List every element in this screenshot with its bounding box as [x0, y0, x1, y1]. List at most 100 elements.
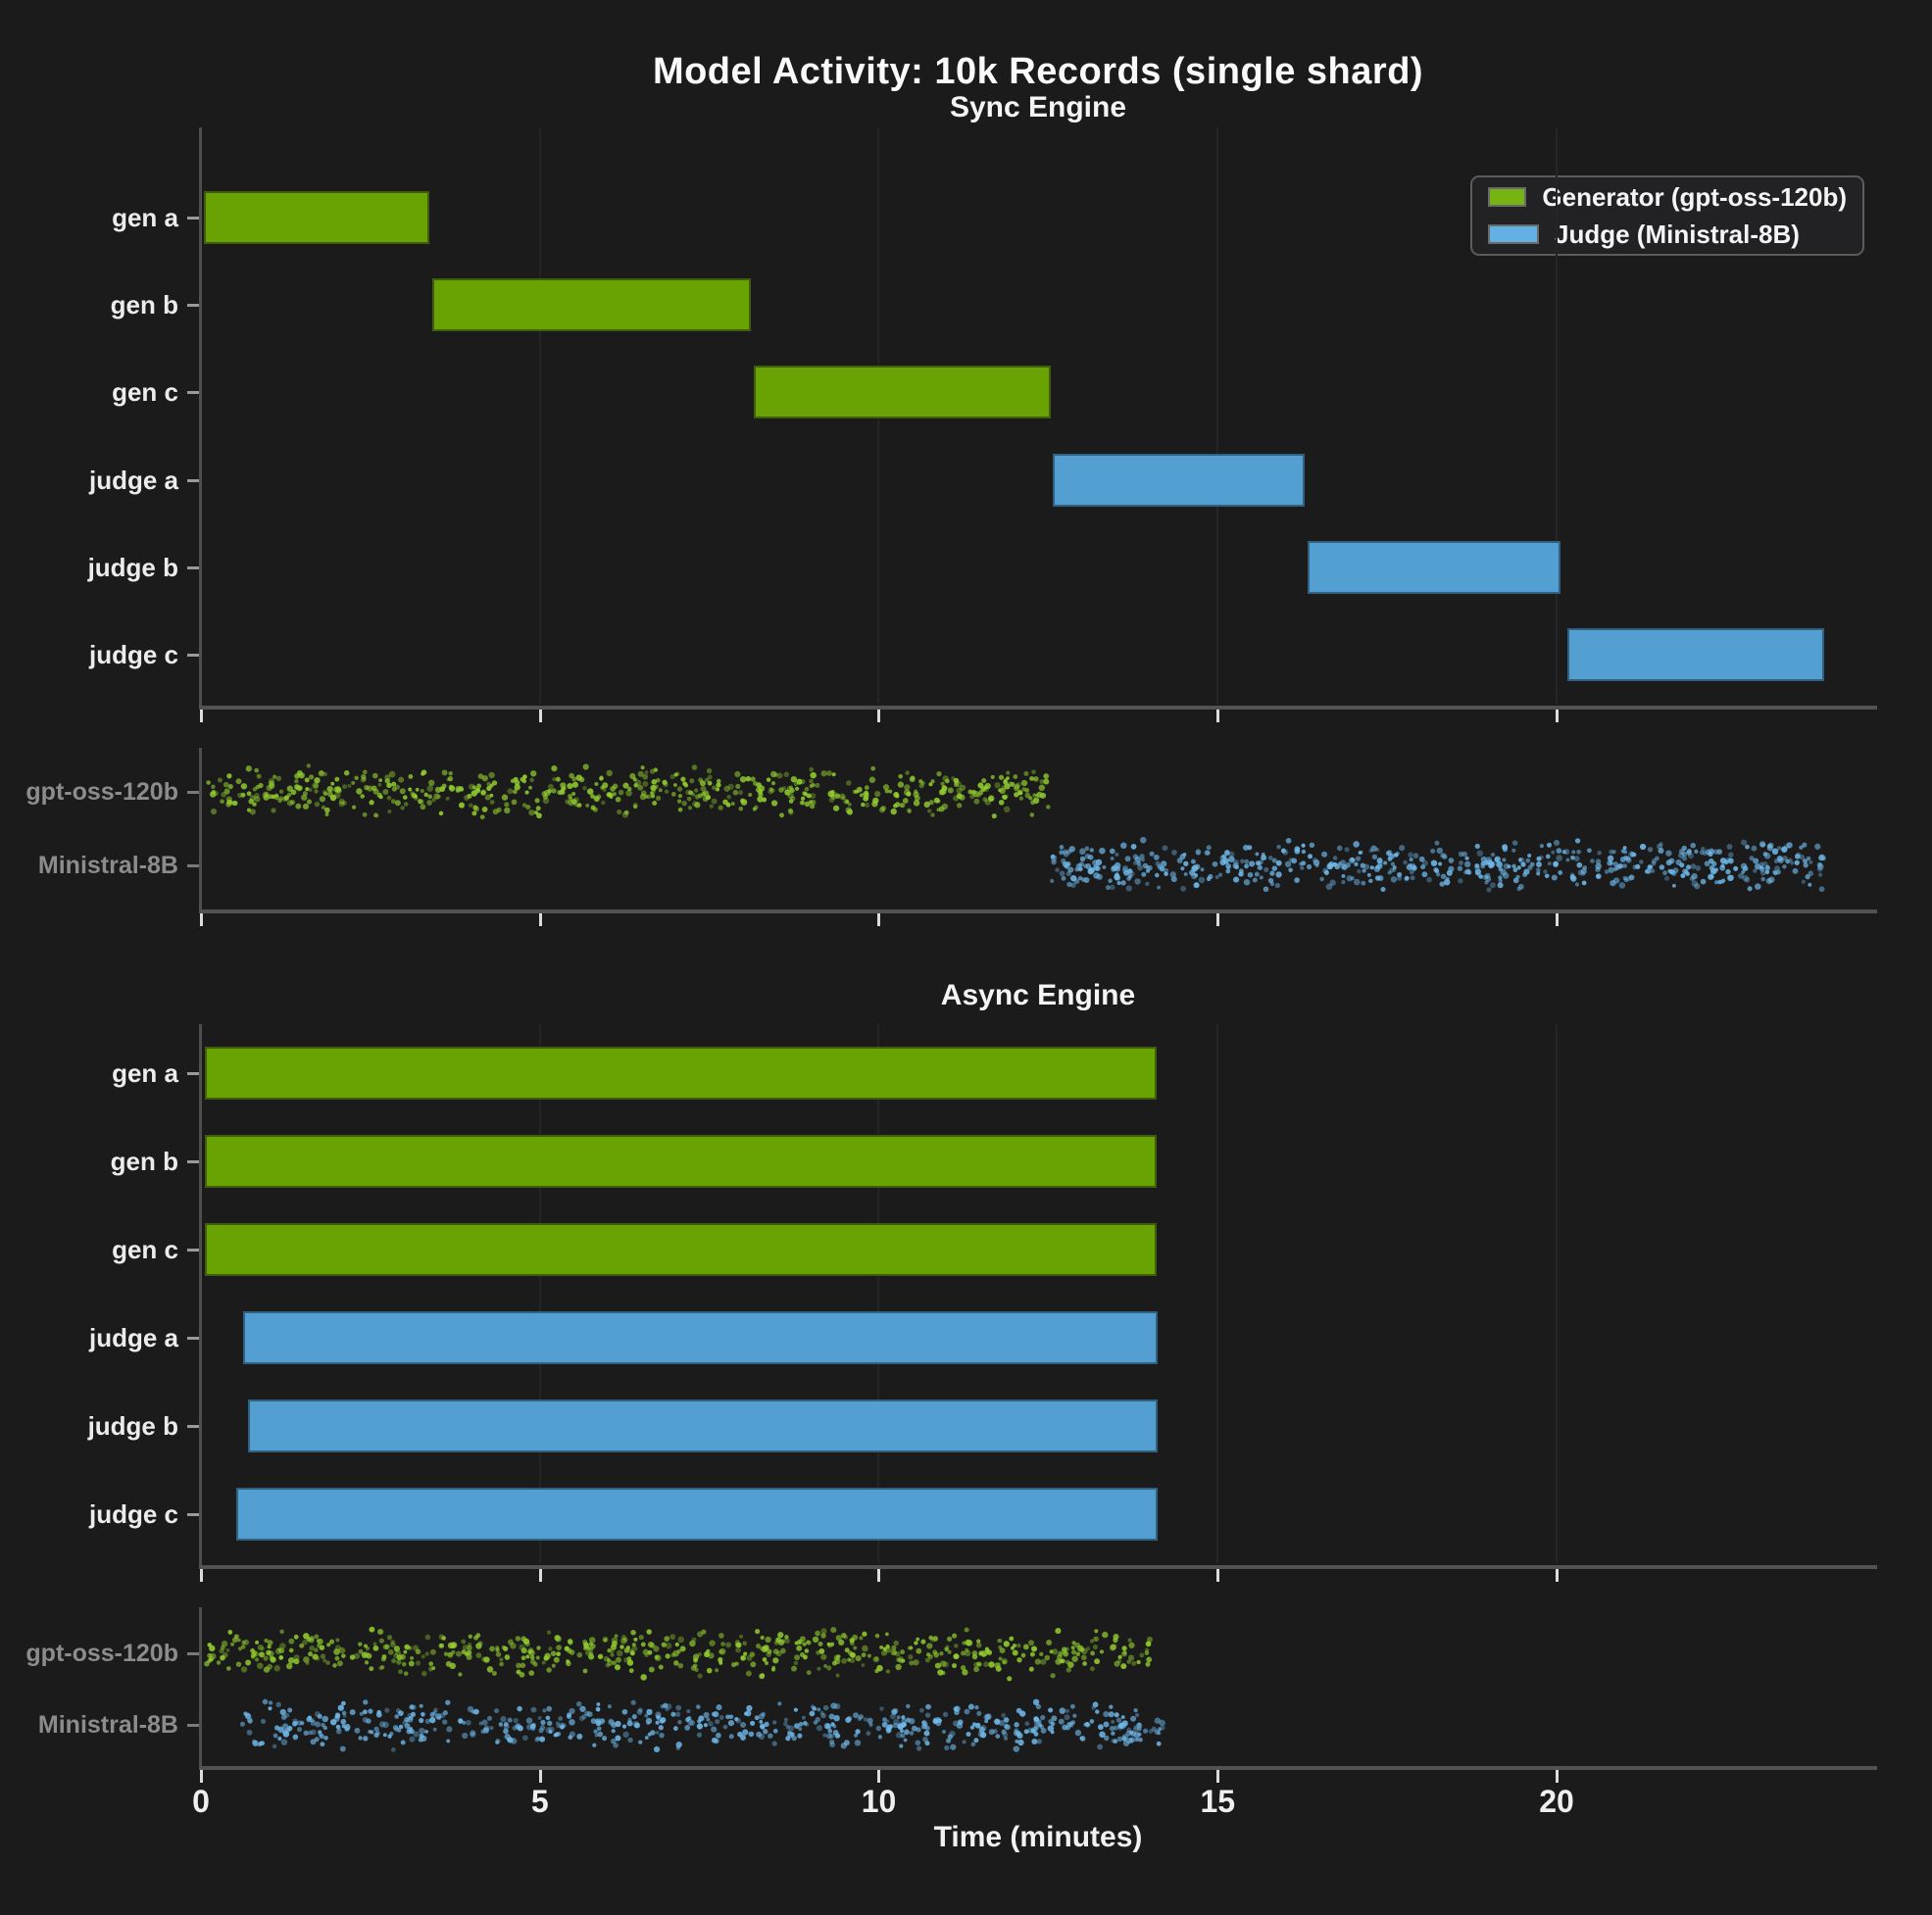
- judge-swatch-icon: [1488, 224, 1539, 244]
- async-strip-x-tick-20: [1555, 1770, 1559, 1783]
- sync-strip-row-label-ministral-8b-tick: [187, 864, 199, 867]
- sync-gantt-row-label-judge-b: judge b: [87, 552, 178, 582]
- async-gantt-row-label-gen-b: gen b: [110, 1147, 178, 1176]
- sync-gantt-bar-judge-a: [1052, 453, 1305, 507]
- generator-swatch-icon: [1488, 187, 1527, 207]
- x-tick-label-0: 0: [192, 1784, 210, 1819]
- sync-strip-x-tick-10: [877, 913, 881, 926]
- sync-gantt-x-tick-0: [200, 710, 203, 722]
- async-strip-row-label-gpt-oss-120b: gpt-oss-120b: [25, 1640, 178, 1667]
- async-gantt-grid-line-10: [877, 1024, 880, 1563]
- async-gantt-x-tick-10: [877, 1569, 881, 1582]
- sync-strip-row-label-gpt-oss-120b-tick: [187, 791, 199, 794]
- async-gantt-row-label-judge-b: judge b: [87, 1411, 178, 1441]
- x-tick-label-15: 15: [1200, 1784, 1236, 1819]
- async-gantt-row-label-judge-b-tick: [187, 1425, 199, 1428]
- sync-strip-row-label-gpt-oss-120b: gpt-oss-120b: [25, 778, 178, 806]
- async-strip-points-judge: [239, 1698, 1165, 1753]
- async-gantt-x-tick-0: [200, 1569, 203, 1582]
- async-gantt-bar-gen-a: [205, 1047, 1157, 1100]
- async-gantt-row-label-gen-c-tick: [187, 1249, 199, 1252]
- async-gantt-grid-line-5: [538, 1024, 541, 1563]
- sync-gantt-row-label-gen-b: gen b: [110, 290, 178, 320]
- async-strip-x-axis-line: [199, 1766, 1877, 1770]
- legend-item-generator: Generator (gpt-oss-120b): [1488, 182, 1847, 213]
- sync-gantt-x-tick-20: [1555, 710, 1559, 722]
- sync-gantt-x-tick-5: [538, 710, 542, 722]
- async-gantt-row-label-judge-a-tick: [187, 1337, 199, 1340]
- sync-strip-scatter: [206, 763, 1827, 893]
- sync-gantt-bar-gen-a: [204, 191, 430, 244]
- sync-gantt-row-label-judge-a-tick: [187, 478, 199, 482]
- async-gantt-x-axis-line: [199, 1565, 1877, 1569]
- x-tick-label-5: 5: [530, 1784, 549, 1819]
- legend: Generator (gpt-oss-120b) Judge (Ministra…: [1470, 175, 1864, 256]
- sync-strip-points-judge: [1050, 836, 1827, 893]
- async-gantt-row-label-gen-a: gen a: [112, 1058, 178, 1088]
- sync-strip-x-tick-0: [200, 913, 203, 926]
- sync-strip-x-axis-line: [199, 909, 1877, 913]
- sync-gantt-row-label-gen-b-tick: [187, 304, 199, 308]
- legend-label-judge: Judge (Ministral-8B): [1555, 219, 1800, 249]
- sync-gantt-grid-line-15: [1216, 127, 1219, 704]
- async-gantt-bar-gen-c: [205, 1223, 1157, 1276]
- async-strip-x-tick-15: [1216, 1770, 1220, 1783]
- async-gantt-row-label-gen-a-tick: [187, 1072, 199, 1075]
- sync-gantt-row-label-gen-a-tick: [187, 217, 199, 220]
- async-gantt-row-label-judge-a: judge a: [88, 1323, 178, 1352]
- async-gantt-bar-judge-c: [235, 1488, 1159, 1541]
- sync-gantt-grid-line-20: [1555, 127, 1558, 704]
- sync-strip-y-spine: [199, 748, 202, 909]
- async-gantt-bar-judge-a: [242, 1311, 1159, 1364]
- sync-gantt-y-spine: [199, 127, 202, 706]
- async-strip-row-label-ministral-8b: Ministral-8B: [37, 1711, 178, 1739]
- async-gantt-grid-line-20: [1555, 1024, 1558, 1563]
- sync-strip-x-tick-20: [1555, 913, 1559, 926]
- async-gantt-x-tick-5: [538, 1569, 542, 1582]
- figure-title: Model Activity: 10k Records (single shar…: [652, 51, 1424, 92]
- async-strip-y-spine: [199, 1607, 202, 1766]
- x-tick-label-10: 10: [861, 1784, 897, 1819]
- async-gantt-grid-line-15: [1216, 1024, 1219, 1563]
- async-strip-scatter: [204, 1626, 1165, 1753]
- legend-item-judge: Judge (Ministral-8B): [1488, 220, 1847, 250]
- sync-gantt-row-label-judge-c: judge c: [88, 640, 178, 669]
- sync-gantt-bar-gen-b: [431, 278, 752, 332]
- async-gantt-row-label-judge-c: judge c: [88, 1499, 178, 1529]
- sync-gantt-x-tick-15: [1216, 710, 1220, 722]
- sync-gantt-bar-judge-c: [1567, 628, 1825, 681]
- async-gantt-row-label-gen-c: gen c: [112, 1235, 178, 1264]
- async-engine-subtitle: Async Engine: [940, 979, 1136, 1011]
- async-strip-x-tick-0: [200, 1770, 203, 1783]
- async-strip-points-generator: [204, 1626, 1154, 1682]
- sync-gantt-bar-judge-b: [1308, 540, 1561, 594]
- sync-strip-row-label-ministral-8b: Ministral-8B: [37, 852, 178, 879]
- async-gantt-y-spine: [199, 1024, 202, 1565]
- sync-engine-subtitle: Sync Engine: [949, 91, 1127, 123]
- sync-gantt-row-label-gen-c-tick: [187, 391, 199, 395]
- sync-gantt-row-label-gen-c: gen c: [112, 377, 178, 408]
- async-strip-row-label-ministral-8b-tick: [187, 1724, 199, 1727]
- async-gantt-bar-gen-b: [205, 1135, 1157, 1188]
- sync-strip-x-tick-15: [1216, 913, 1220, 926]
- x-axis-label: Time (minutes): [933, 1821, 1143, 1853]
- sync-gantt-row-label-judge-b-tick: [187, 565, 199, 569]
- sync-gantt-row-label-gen-a: gen a: [112, 203, 178, 232]
- async-strip-row-label-gpt-oss-120b-tick: [187, 1652, 199, 1655]
- sync-strip-points-generator: [206, 763, 1051, 820]
- async-gantt-bar-judge-b: [248, 1399, 1159, 1452]
- sync-gantt-grid-line-5: [538, 127, 541, 704]
- async-strip-x-tick-10: [877, 1770, 881, 1783]
- async-gantt-x-tick-15: [1216, 1569, 1220, 1582]
- async-gantt-row-label-judge-c-tick: [187, 1513, 199, 1516]
- sync-strip-x-tick-5: [538, 913, 542, 926]
- sync-gantt-x-axis-line: [199, 706, 1877, 710]
- legend-label-generator: Generator (gpt-oss-120b): [1542, 181, 1847, 212]
- sync-gantt-x-tick-10: [877, 710, 881, 722]
- sync-gantt-row-label-judge-c-tick: [187, 654, 199, 657]
- x-tick-label-20: 20: [1539, 1784, 1574, 1819]
- sync-gantt-row-label-judge-a: judge a: [88, 465, 178, 495]
- async-strip-x-tick-5: [538, 1770, 542, 1783]
- async-gantt-x-tick-20: [1555, 1569, 1559, 1582]
